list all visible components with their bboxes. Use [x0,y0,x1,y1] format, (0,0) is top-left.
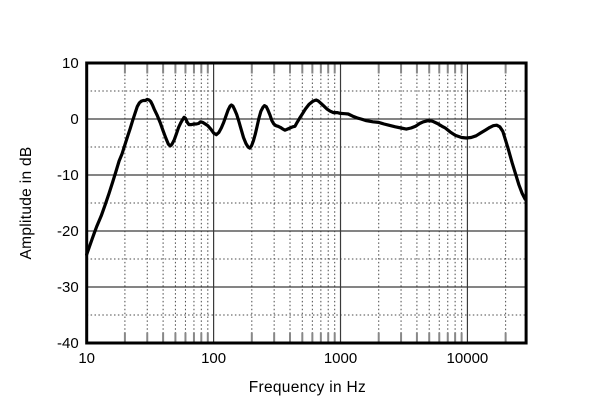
x-tick-labels: 10 100 1000 10000 [78,350,488,367]
y-tick-label: -20 [57,223,79,240]
y-tick-label: -10 [57,167,79,184]
y-tick-label: -40 [57,335,79,352]
y-tick-label: 0 [70,111,78,128]
y-tick-labels: 10 0 -10 -20 -30 -40 [57,55,79,352]
y-tick-label: 10 [62,55,79,72]
minor-ticks [123,64,507,342]
y-tick-label: -30 [57,279,79,296]
response-curve [85,97,527,257]
y-axis-title: Amplitude in dB [18,146,35,259]
x-tick-label: 10000 [447,350,489,367]
x-tick-label: 1000 [324,350,357,367]
gridlines [86,63,527,343]
x-tick-label: 100 [201,350,226,367]
plot-border [85,61,528,345]
x-axis-title: Frequency in Hz [249,379,366,396]
x-tick-label: 10 [78,350,95,367]
